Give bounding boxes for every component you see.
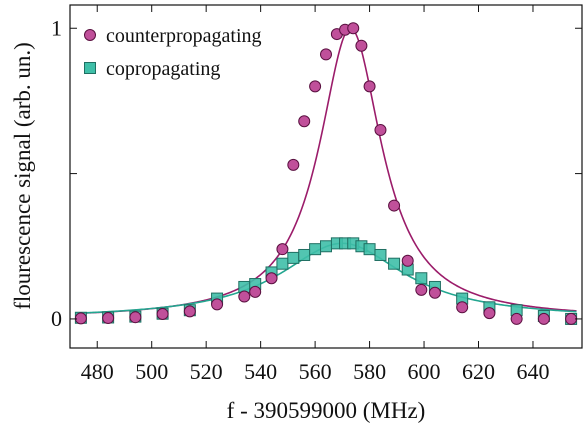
x-tick-label: 560 xyxy=(299,359,332,384)
data-point-counterpropagating xyxy=(347,22,360,35)
x-tick-label: 500 xyxy=(135,359,168,384)
x-tick-label: 640 xyxy=(516,359,549,384)
data-point-counterpropagating xyxy=(287,158,300,171)
data-point-copropagating xyxy=(276,257,289,270)
data-point-copropagating xyxy=(287,251,300,264)
y-tick-label: 0 xyxy=(51,306,62,331)
legend-marker-counterpropagating xyxy=(84,29,96,41)
data-point-counterpropagating xyxy=(388,199,401,212)
data-point-counterpropagating xyxy=(456,301,469,314)
x-tick-label: 600 xyxy=(408,359,441,384)
x-tick-label: 580 xyxy=(353,359,386,384)
data-point-counterpropagating xyxy=(401,254,414,267)
data-point-copropagating xyxy=(298,248,311,261)
data-point-counterpropagating xyxy=(265,272,278,285)
x-tick-label: 480 xyxy=(81,359,114,384)
data-point-copropagating xyxy=(388,257,401,270)
y-tick-label: 1 xyxy=(51,15,62,40)
data-point-copropagating xyxy=(374,248,387,261)
data-point-counterpropagating xyxy=(428,286,441,299)
data-point-counterpropagating xyxy=(374,123,387,136)
x-tick-label: 620 xyxy=(462,359,495,384)
axis-ticks: 480 500 520 540 560 580 600 620 640 0 1 xyxy=(51,5,582,384)
x-tick-label: 540 xyxy=(244,359,277,384)
legend: counterpropagating copropagating xyxy=(84,25,262,80)
data-point-copropagating xyxy=(363,243,376,256)
data-point-counterpropagating xyxy=(363,80,376,93)
fit-curve-copropagating xyxy=(75,242,577,315)
x-axis-title: f - 390599000 (MHz) xyxy=(227,398,426,423)
data-point-counterpropagating xyxy=(320,48,332,61)
data-point-counterpropagating xyxy=(415,283,428,296)
plot-frame xyxy=(69,4,583,349)
data-point-counterpropagating xyxy=(355,39,368,52)
legend-label-copropagating: copropagating xyxy=(106,58,220,80)
data-point-copropagating xyxy=(415,272,428,285)
data-point-copropagating xyxy=(309,243,322,256)
data-point-counterpropagating xyxy=(238,290,251,303)
data-point-counterpropagating xyxy=(211,298,224,311)
y-axis-title: flourescence signal (arb. un.) xyxy=(10,42,35,310)
data-point-counterpropagating xyxy=(309,80,322,93)
data-point-counterpropagating xyxy=(483,307,496,320)
data-point-counterpropagating xyxy=(183,305,196,318)
legend-label-counterpropagating: counterpropagating xyxy=(106,25,262,47)
plot-area-border xyxy=(69,4,583,349)
data-point-counterpropagating xyxy=(510,312,523,325)
data-point-counterpropagating xyxy=(565,312,578,325)
data-point-counterpropagating xyxy=(156,307,169,320)
data-point-counterpropagating xyxy=(74,312,87,325)
data-point-counterpropagating xyxy=(537,312,550,325)
legend-marker-copropagating xyxy=(84,62,96,74)
x-tick-label: 520 xyxy=(190,359,223,384)
data-point-counterpropagating xyxy=(249,285,262,298)
data-point-counterpropagating xyxy=(276,243,289,256)
data-point-counterpropagating xyxy=(102,312,115,325)
data-point-counterpropagating xyxy=(298,115,311,128)
data-point-copropagating xyxy=(320,240,332,253)
data-point-counterpropagating xyxy=(129,311,142,324)
